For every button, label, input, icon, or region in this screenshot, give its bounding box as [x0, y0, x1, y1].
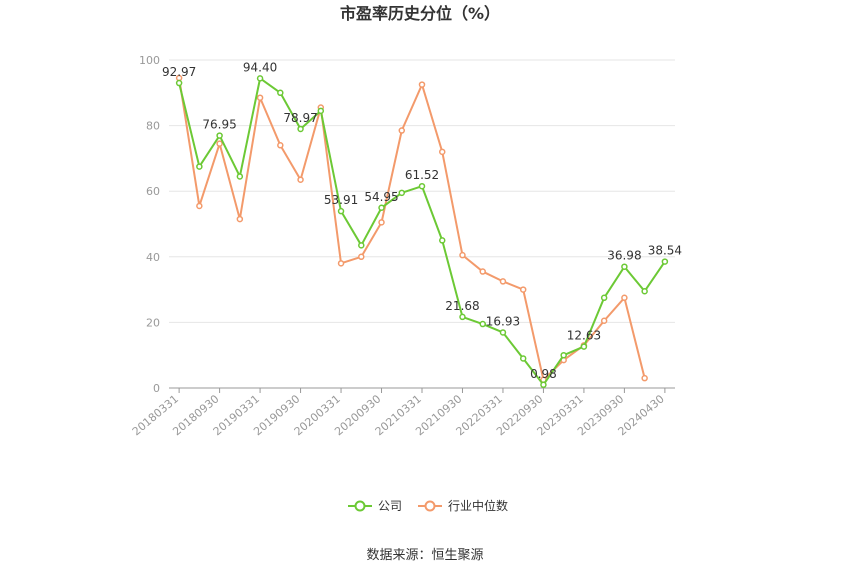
- data-point: [236, 173, 244, 180]
- data-point: [277, 89, 284, 97]
- data-label: 36.98: [607, 249, 641, 263]
- source-note: 数据来源：恒生聚源: [366, 548, 483, 563]
- data-point: [317, 107, 325, 115]
- y-tick-label: 100: [139, 54, 160, 67]
- legend-marker-icon: [354, 500, 366, 512]
- legend-marker-icon: [424, 500, 436, 512]
- data-point: [499, 278, 507, 285]
- data-point: [499, 329, 507, 336]
- data-point: [398, 189, 406, 197]
- data-point: [398, 127, 406, 134]
- data-label: 78.97: [283, 111, 317, 125]
- data-point: [479, 268, 486, 275]
- data-point: [580, 343, 588, 350]
- y-tick-label: 40: [146, 251, 160, 264]
- series-layer: [175, 74, 669, 389]
- legend-label: 行业中位数: [448, 498, 508, 513]
- data-point: [378, 204, 385, 212]
- data-label: 76.95: [202, 118, 236, 132]
- data-point: [337, 260, 345, 267]
- data-point: [438, 148, 446, 156]
- chart-title: 市盈率历史分位（%）: [340, 4, 500, 23]
- data-point: [641, 287, 648, 295]
- data-point: [175, 79, 183, 87]
- data-point: [459, 251, 466, 259]
- data-point: [216, 140, 223, 147]
- y-tick-label: 0: [153, 382, 160, 395]
- data-label: 54.95: [364, 190, 398, 204]
- data-point: [236, 215, 244, 223]
- y-tick-label: 20: [146, 316, 160, 329]
- data-label: 21.68: [445, 299, 479, 313]
- x-axis: 2018033120180930201903312019093020200331…: [130, 387, 675, 438]
- data-point: [479, 320, 486, 328]
- y-tick-label: 60: [146, 185, 160, 198]
- data-point: [297, 176, 304, 183]
- data-point: [196, 202, 203, 210]
- legend-label: 公司: [378, 499, 402, 513]
- data-point: [418, 182, 426, 190]
- data-point: [519, 355, 527, 362]
- data-point: [459, 313, 466, 321]
- data-label: 12.63: [567, 329, 601, 343]
- data-label: 53.91: [324, 193, 358, 207]
- data-point: [540, 381, 547, 389]
- data-point: [358, 242, 365, 249]
- data-point: [196, 163, 203, 170]
- grid-lines: [169, 59, 675, 323]
- data-point: [600, 317, 608, 325]
- data-point: [418, 81, 426, 88]
- data-label: 94.40: [243, 60, 277, 74]
- data-labels: 92.97 76.95 94.40 78.97 53.91 54.95 61.52 21.68…: [162, 60, 682, 380]
- data-label: 0.98: [530, 367, 557, 381]
- data-point: [560, 351, 567, 359]
- y-tick-label: 80: [146, 120, 160, 133]
- series-line: [178, 77, 646, 381]
- y-axis: 0 20 40 60 80 100: [139, 54, 160, 395]
- data-point: [438, 237, 446, 244]
- data-point: [358, 253, 365, 261]
- data-label: 61.52: [405, 168, 439, 182]
- data-label: 92.97: [162, 65, 196, 79]
- data-point: [256, 94, 264, 101]
- data-point: [216, 132, 223, 139]
- legend[interactable]: 公司 行业中位数: [348, 498, 508, 513]
- data-point: [378, 219, 385, 226]
- data-point: [621, 294, 628, 302]
- data-point: [337, 207, 345, 215]
- data-point: [621, 263, 628, 270]
- data-label: 38.54: [648, 244, 682, 258]
- data-point: [600, 294, 608, 302]
- data-point: [519, 286, 527, 293]
- data-point: [661, 258, 669, 265]
- data-point: [641, 374, 648, 382]
- data-point: [256, 75, 264, 82]
- data-label: 16.93: [486, 314, 520, 328]
- data-point: [277, 142, 284, 149]
- data-point: [297, 125, 304, 133]
